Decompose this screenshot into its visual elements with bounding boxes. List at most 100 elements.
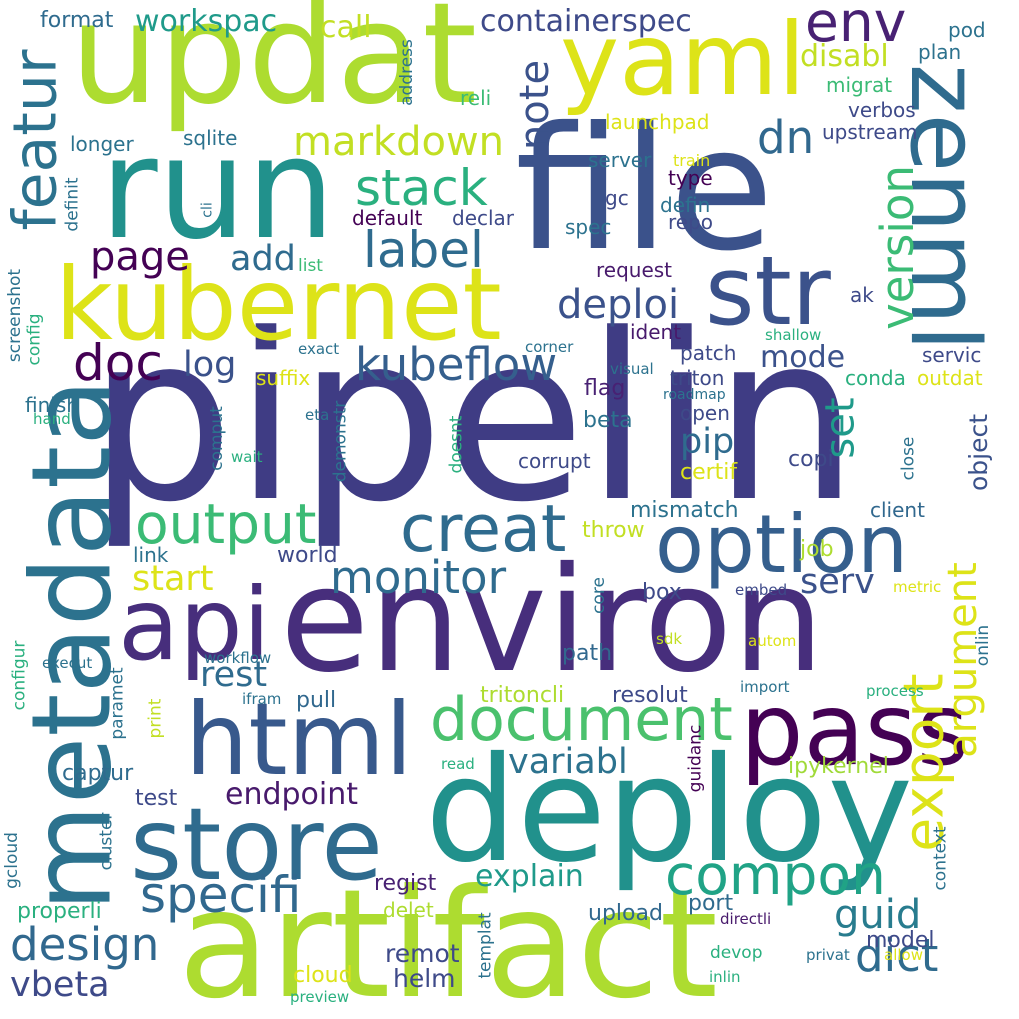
word-gcloud: gcloud	[1, 832, 22, 889]
word-metric: metric	[893, 578, 942, 596]
word-link: link	[133, 543, 169, 567]
word-throw: throw	[582, 518, 645, 543]
word-creat: creat	[400, 492, 567, 567]
word-specifi: specifi	[140, 866, 302, 924]
word-rest: rest	[200, 655, 268, 695]
word-tritoncli: tritoncli	[480, 683, 565, 708]
word-log: log	[183, 345, 237, 385]
word-demonstr: demonstr	[330, 400, 351, 483]
word-deploy: deploy	[425, 726, 914, 895]
word-privat: privat	[806, 946, 850, 964]
word-document: document	[430, 685, 733, 755]
word-client: client	[870, 498, 925, 522]
word-spec: spec	[565, 215, 612, 239]
word-close: close	[898, 436, 919, 481]
word-pod: pod	[948, 18, 986, 42]
word-wait: wait	[231, 448, 263, 466]
word-directli: directli	[720, 910, 772, 928]
word-option: option	[655, 498, 908, 591]
word-label: label	[363, 221, 484, 279]
word-regist: regist	[374, 871, 437, 896]
word-paramet: paramet	[107, 667, 128, 740]
word-inlin: inlin	[709, 968, 741, 986]
word-compon: compon	[665, 843, 886, 907]
word-html: html	[185, 681, 413, 798]
word-vbeta: vbeta	[10, 965, 110, 1005]
word-variabl: variabl	[508, 742, 628, 782]
word-mismatch: mismatch	[630, 498, 739, 523]
word-outdat: outdat	[917, 366, 983, 390]
word-request: request	[596, 258, 673, 282]
word-train: train	[673, 151, 711, 170]
word-cluster: cluster	[96, 812, 117, 871]
word-stack: stack	[355, 159, 488, 217]
word-sdk: sdk	[656, 630, 683, 648]
word-sqlite: sqlite	[183, 126, 238, 150]
word-environ: environ	[280, 536, 825, 705]
word-longer: longer	[70, 132, 134, 156]
word-resolut: resolut	[612, 683, 688, 708]
word-templat: templat	[475, 912, 496, 979]
word-eta: eta	[305, 406, 330, 424]
word-object: object	[964, 413, 994, 492]
word-core: core	[588, 577, 609, 614]
word-beta: beta	[583, 408, 633, 433]
word-file: file	[515, 91, 774, 289]
word-launchpad: launchpad	[605, 110, 710, 134]
word-print: print	[145, 698, 166, 739]
word-defin: defin	[660, 193, 711, 217]
word-note: note	[512, 59, 559, 151]
word-configur: configur	[9, 640, 30, 711]
word-pull: pull	[296, 688, 337, 713]
word-monitor: monitor	[330, 551, 507, 604]
word-mode: mode	[760, 340, 846, 375]
word-str: str	[705, 237, 831, 347]
word-visual: visual	[610, 360, 654, 378]
word-corner: corner	[525, 338, 574, 356]
word-devop: devop	[710, 943, 763, 963]
word-screenshot: screenshot	[5, 268, 26, 363]
word-read: read	[441, 755, 475, 773]
word-call: call	[320, 10, 372, 45]
word-job: job	[800, 537, 834, 562]
word-ak: ak	[850, 283, 874, 307]
word-shallow: shallow	[765, 326, 822, 344]
word-workspac: workspac	[135, 4, 278, 39]
word-upload: upload	[588, 901, 663, 926]
word-start: start	[132, 559, 214, 599]
word-featur: featur	[0, 49, 71, 231]
word-delet: delet	[383, 898, 434, 922]
word-finish: finish	[25, 393, 79, 417]
word-flag: flag	[584, 376, 626, 401]
word-type: type	[668, 166, 713, 190]
word-version: version	[870, 165, 924, 330]
word-box: box	[642, 580, 682, 605]
word-doc: doc	[73, 334, 163, 392]
word-guid: guid	[834, 892, 922, 938]
word-workflow: workflow	[204, 649, 272, 667]
word-world: world	[277, 543, 338, 568]
word-list: list	[298, 256, 323, 276]
word-page: page	[90, 234, 190, 280]
word-onlin: onlin	[973, 624, 994, 667]
word-ipykernel: ipykernel	[788, 754, 889, 779]
word-kubernet: kubernet	[55, 246, 502, 363]
word-declar: declar	[452, 206, 515, 230]
word-port: port	[688, 891, 734, 916]
word-doesnt: doesnt	[446, 415, 467, 474]
word-artifact: artifact	[178, 858, 719, 1019]
word-cloud: cloud	[293, 963, 353, 988]
word-kubeflow: kubeflow	[355, 338, 558, 391]
word-add: add	[230, 239, 296, 279]
word-gc: gc	[605, 186, 629, 210]
word-definit: definit	[62, 177, 83, 232]
word-upstream: upstream	[822, 120, 918, 144]
word-path: path	[562, 641, 613, 666]
word-updat: updat	[70, 0, 478, 136]
word-process: process	[866, 682, 924, 700]
word-pass: pass	[740, 671, 969, 788]
word-corrupt: corrupt	[518, 449, 591, 473]
word-suffix: suffix	[256, 366, 311, 390]
word-migrat: migrat	[826, 73, 893, 97]
